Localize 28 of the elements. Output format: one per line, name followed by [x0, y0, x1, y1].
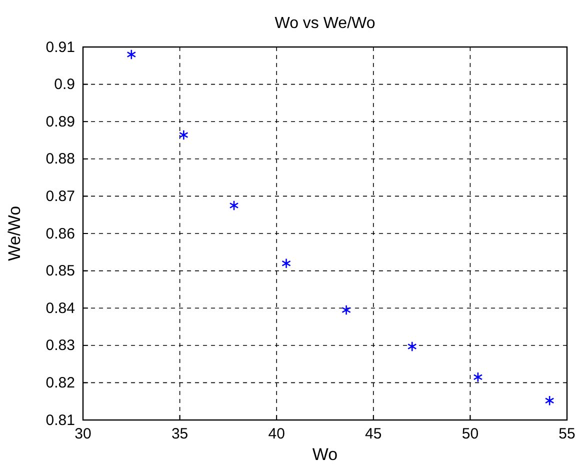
- point: [407, 341, 417, 352]
- x-tick-label: 55: [558, 426, 576, 443]
- y-tick-label: 0.89: [46, 113, 75, 130]
- point: [342, 304, 351, 316]
- y-tick-label: 0.81: [46, 412, 75, 429]
- y-tick-label: 0.88: [46, 150, 75, 168]
- y-tick-label: 0.91: [46, 38, 75, 56]
- y-tick-label: 0.9: [54, 76, 75, 94]
- point: [473, 372, 483, 382]
- x-tick-label: 45: [365, 426, 382, 443]
- x-axis-title: Wo: [312, 445, 338, 464]
- x-tick-label: 30: [74, 426, 92, 443]
- point: [229, 200, 239, 211]
- y-tick-label: 0.82: [46, 374, 75, 392]
- x-tick-label: 50: [462, 426, 479, 443]
- y-axis-title: We/Wo: [5, 206, 24, 262]
- x-tick-label: 35: [171, 426, 188, 443]
- point: [126, 49, 136, 60]
- chart-title: Wo vs We/Wo: [274, 15, 376, 32]
- y-tick-label: 0.83: [46, 337, 75, 354]
- y-tick-label: 0.84: [46, 300, 75, 317]
- point: [179, 130, 188, 140]
- x-tick-label: 40: [268, 426, 285, 443]
- point: [544, 395, 554, 406]
- point: [282, 258, 291, 269]
- y-tick-label: 0.85: [46, 262, 75, 280]
- y-tick-label: 0.87: [46, 188, 75, 205]
- y-tick-label: 0.86: [46, 225, 75, 242]
